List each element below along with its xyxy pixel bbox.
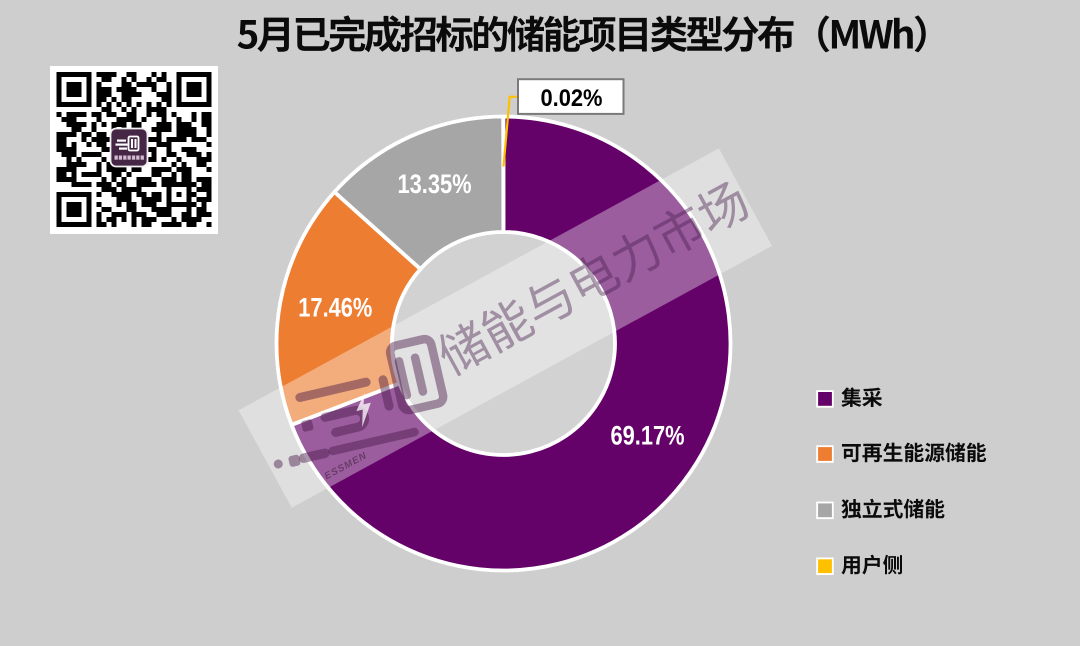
svg-text:17.46%: 17.46% [298, 293, 372, 323]
svg-text:0.02%: 0.02% [541, 85, 603, 112]
svg-text:13.35%: 13.35% [398, 169, 472, 199]
svg-text:69.17%: 69.17% [611, 421, 685, 451]
